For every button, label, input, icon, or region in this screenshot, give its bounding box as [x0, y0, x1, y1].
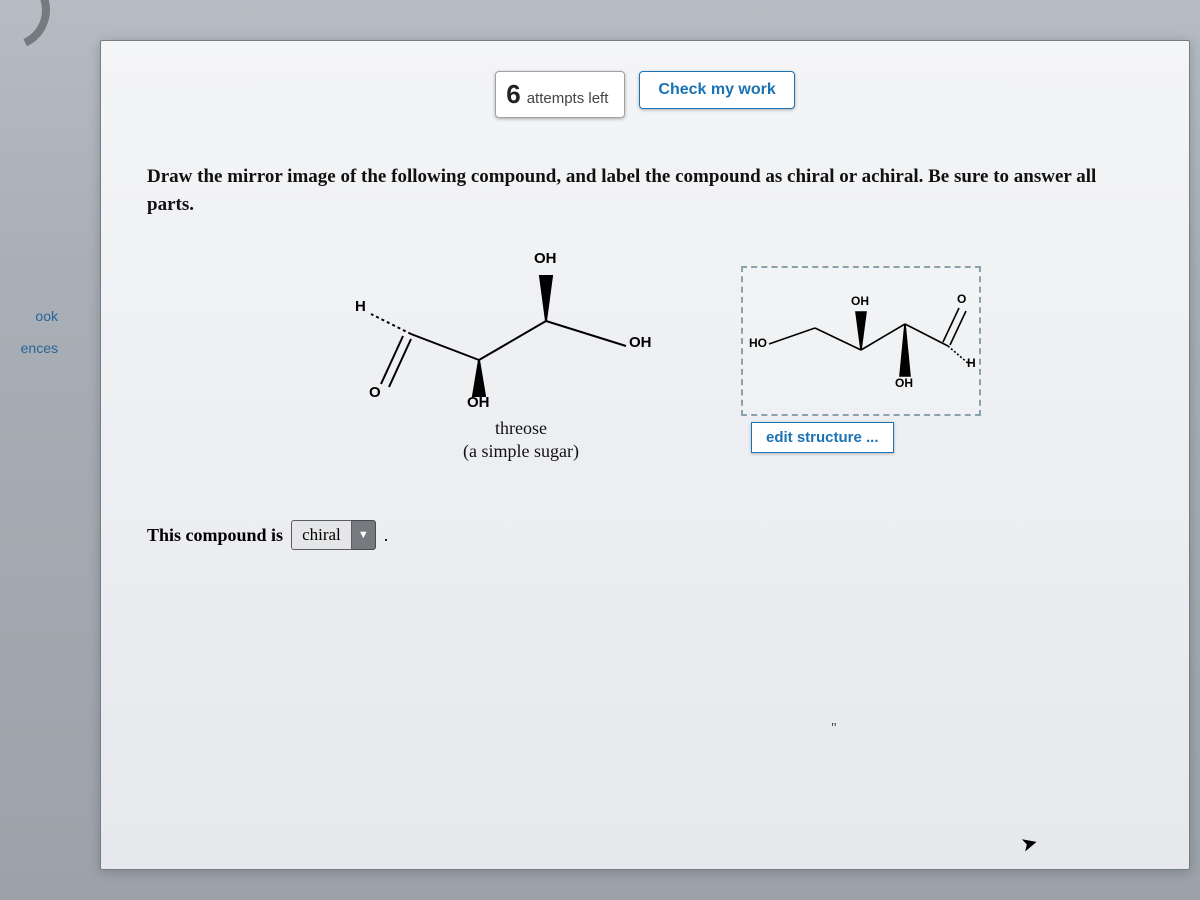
threose-svg: [351, 236, 691, 416]
attempts-indicator: 6 attempts left: [495, 71, 625, 118]
label-O-r: O: [957, 292, 966, 306]
label-HO: HO: [749, 336, 767, 350]
sidebar-fragment: ook ences: [0, 300, 60, 364]
compound-name: threose: [351, 416, 691, 439]
label-H-r: H: [967, 356, 976, 370]
cursor-icon: ➤: [1018, 829, 1041, 857]
check-my-work-button[interactable]: Check my work: [639, 71, 794, 109]
chirality-select[interactable]: chiral ▼: [291, 520, 376, 550]
attempts-label: attempts left: [527, 90, 609, 107]
label-OH-bot-r: OH: [895, 376, 913, 390]
edit-structure-button[interactable]: edit structure ...: [751, 422, 894, 453]
sidebar-item-book[interactable]: ook: [0, 300, 60, 332]
label-OH-top: OH: [534, 250, 557, 267]
structure-diagrams: H OH OH OH O threose (a simple sugar): [101, 236, 1189, 496]
compound-subtitle: (a simple sugar): [351, 439, 691, 462]
spiral-notebook-icon: [0, 0, 61, 61]
attempts-count: 6: [506, 79, 520, 110]
question-card: 6 attempts left Check my work Draw the m…: [100, 40, 1190, 870]
chevron-down-icon[interactable]: ▼: [352, 520, 376, 550]
label-OH-right: OH: [629, 334, 652, 351]
mirror-structure-svg: [743, 268, 979, 414]
chirality-selected-value: chiral: [291, 520, 352, 550]
sidebar-item-ences[interactable]: ences: [0, 332, 60, 364]
answer-prefix: This compound is: [147, 525, 283, 546]
label-H: H: [355, 298, 366, 315]
label-O: O: [369, 384, 381, 401]
question-prompt: Draw the mirror image of the following c…: [101, 151, 1189, 226]
chirality-answer-row: This compound is chiral ▼ .: [101, 496, 1189, 574]
label-OH-bottom: OH: [467, 394, 490, 411]
given-structure-caption: threose (a simple sugar): [351, 416, 691, 462]
question-header: 6 attempts left Check my work: [101, 41, 1189, 151]
label-OH-top-r: OH: [851, 294, 869, 308]
sentence-period: .: [384, 525, 389, 546]
given-structure: H OH OH OH O: [351, 236, 691, 446]
answer-structure-box[interactable]: HO OH O H OH: [741, 266, 981, 416]
stray-mark: ": [831, 721, 837, 737]
